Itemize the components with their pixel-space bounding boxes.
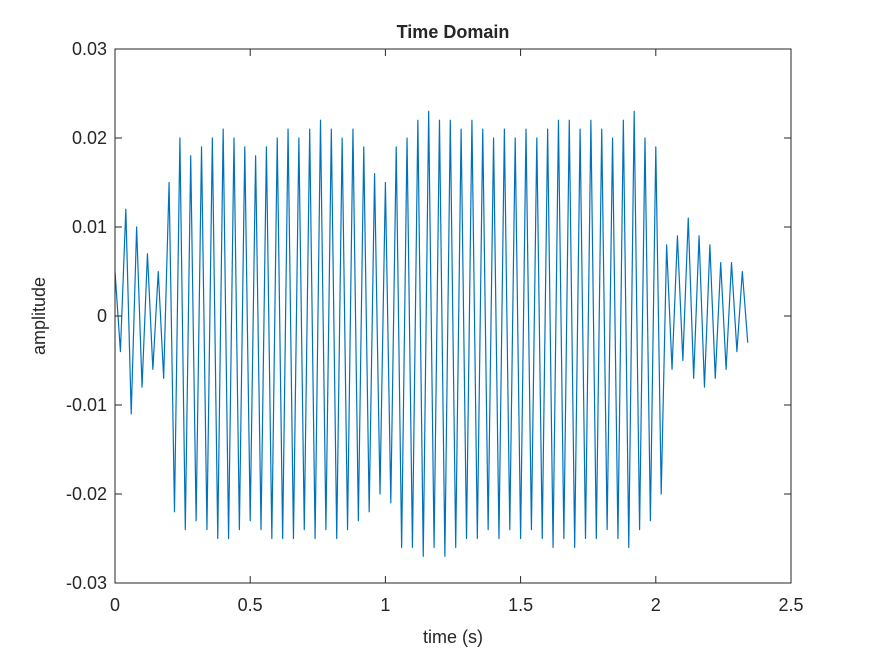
x-axis-label: time (s) — [423, 627, 483, 647]
waveform — [114, 110, 749, 557]
y-tick-label: -0.01 — [66, 395, 107, 415]
x-tick-label: 2.5 — [778, 595, 803, 615]
x-tick-label: 0.5 — [238, 595, 263, 615]
chart-title: Time Domain — [397, 22, 510, 42]
y-tick-label: -0.02 — [66, 484, 107, 504]
y-tick-label: 0 — [97, 306, 107, 326]
x-tick-label: 2 — [651, 595, 661, 615]
y-tick-label: 0.02 — [72, 128, 107, 148]
y-tick-label: 0.01 — [72, 217, 107, 237]
y-tick-label: 0.03 — [72, 39, 107, 59]
x-tick-label: 1 — [380, 595, 390, 615]
y-tick-label: -0.03 — [66, 573, 107, 593]
x-tick-label: 0 — [110, 595, 120, 615]
y-axis-label: amplitude — [29, 277, 49, 355]
x-tick-label: 1.5 — [508, 595, 533, 615]
